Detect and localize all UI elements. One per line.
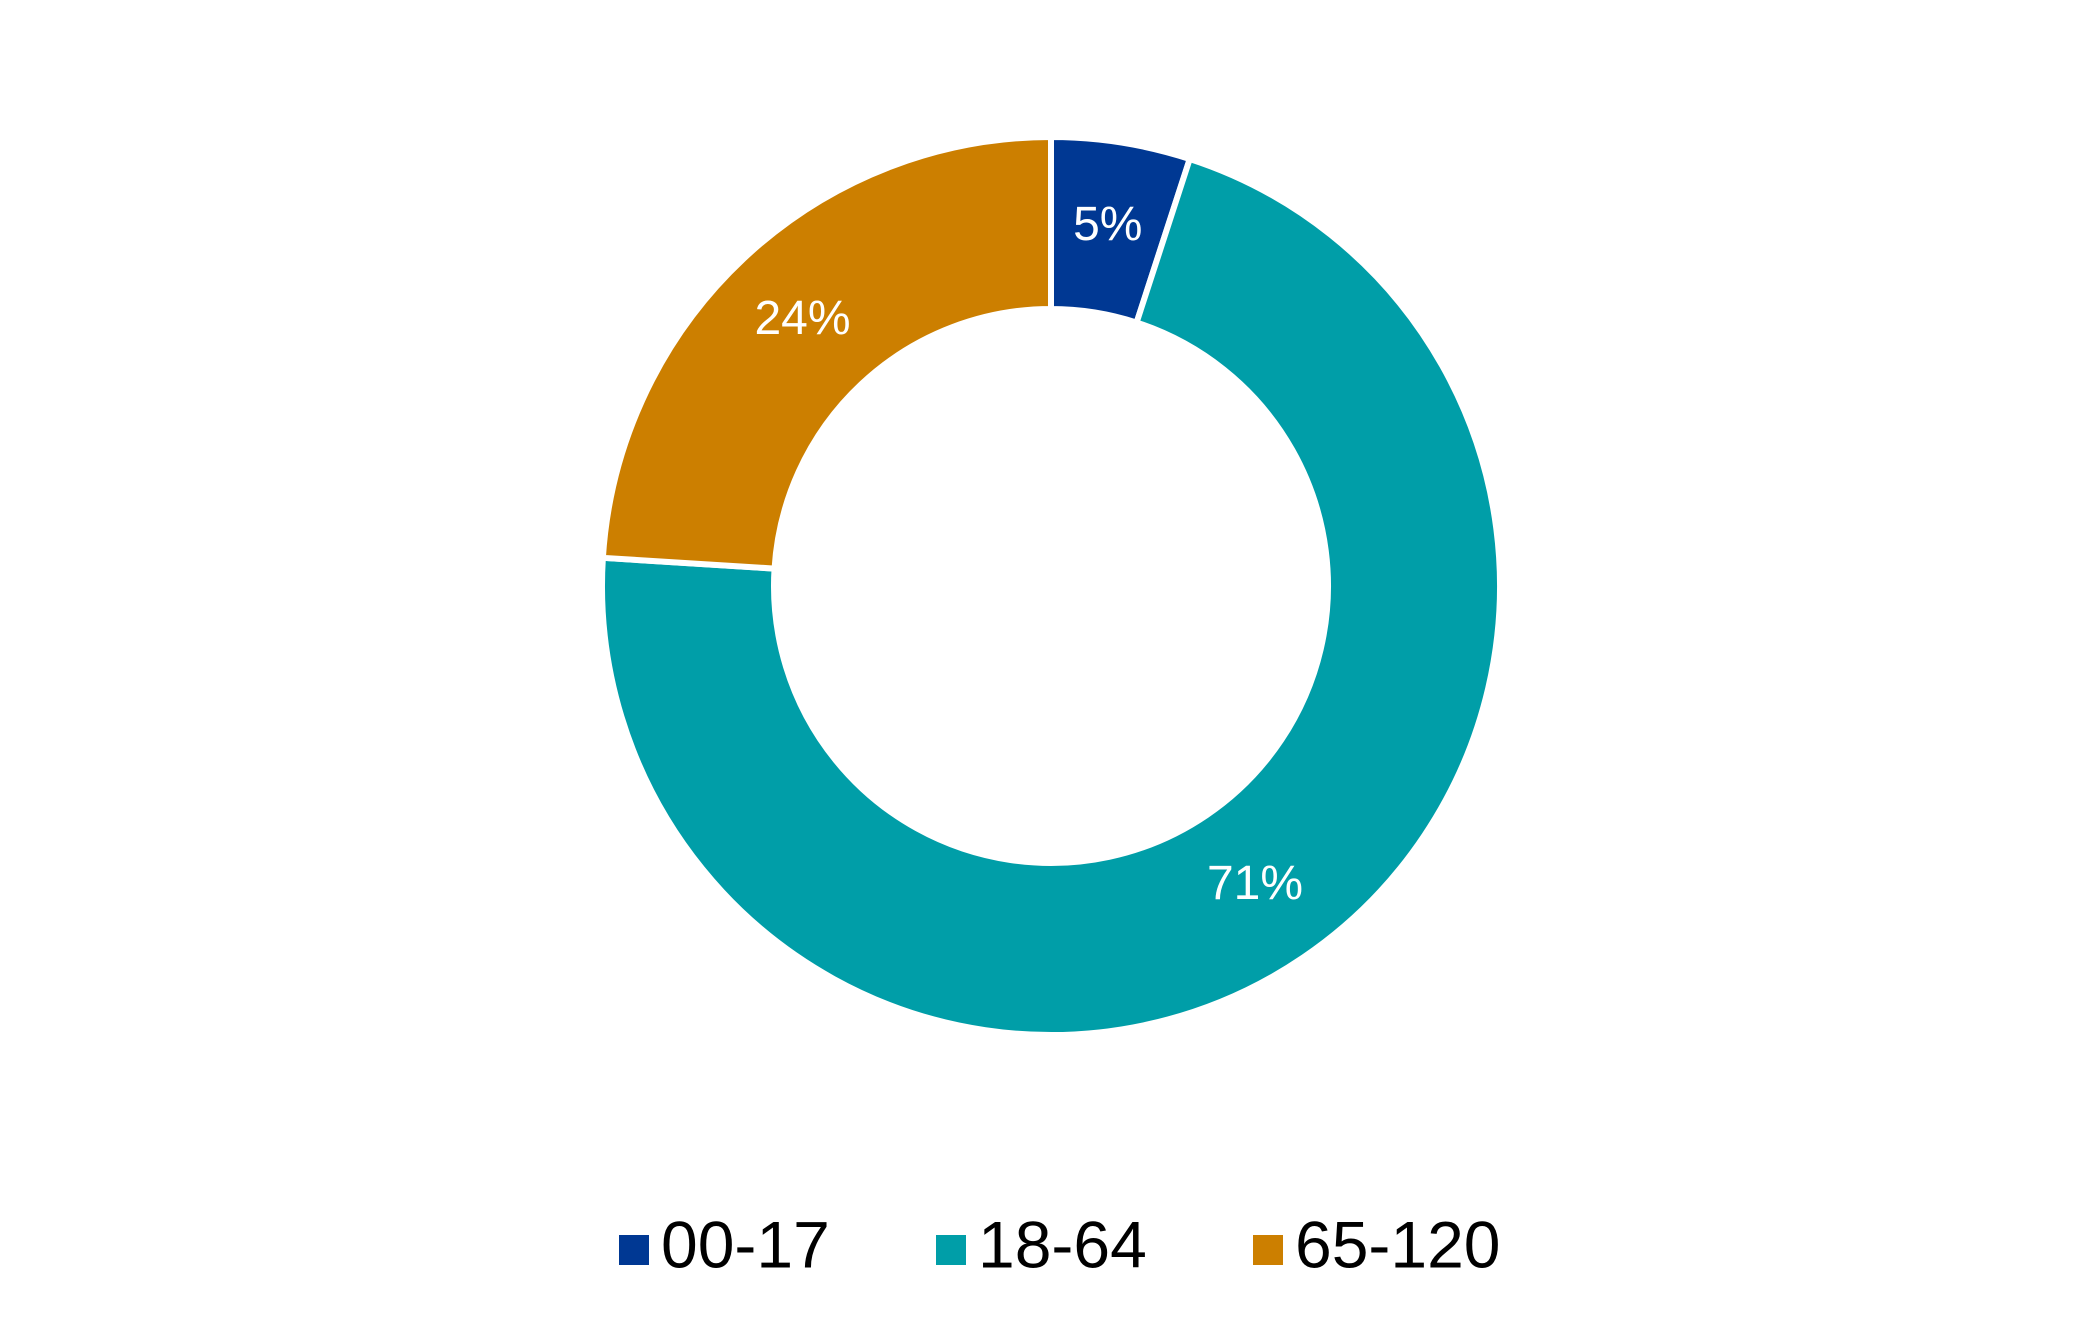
donut-slice	[599, 133, 1054, 572]
data-label: 24%	[754, 292, 850, 345]
legend-label: 00-17	[661, 1207, 830, 1281]
data-label: 71%	[1207, 857, 1303, 910]
legend-swatch	[1253, 1235, 1283, 1265]
data-label: 5%	[1073, 198, 1142, 251]
legend-swatch	[619, 1235, 649, 1265]
donut-slice	[599, 155, 1503, 1038]
legend-label: 18-64	[978, 1207, 1147, 1281]
legend-swatch	[936, 1235, 966, 1265]
legend-label: 65-120	[1295, 1207, 1501, 1281]
